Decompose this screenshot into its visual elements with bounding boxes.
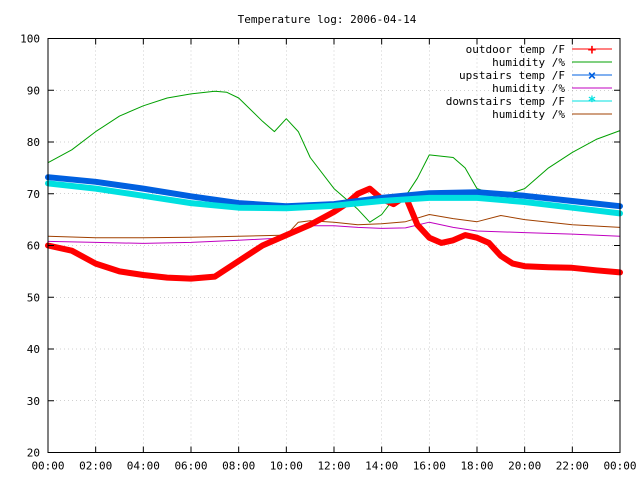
legend: outdoor temp /F +humidity /%upstairs temp…	[446, 42, 612, 121]
series-line-3	[47, 221, 621, 244]
legend-label: downstairs temp /F	[446, 95, 565, 108]
y-tick-label: 100	[20, 33, 40, 46]
legend-label: humidity /%	[492, 82, 565, 95]
x-tick-label: 08:00	[222, 460, 255, 473]
x-tick-label: 16:00	[413, 460, 446, 473]
y-tick-label: 90	[27, 84, 40, 97]
x-tick-label: 04:00	[127, 460, 160, 473]
legend-label: outdoor temp /F	[466, 43, 565, 56]
x-tick-label: 00:00	[603, 460, 636, 473]
legend-marker: ×	[588, 68, 596, 84]
series-line-4	[45, 180, 623, 217]
x-tick-label: 22:00	[556, 460, 589, 473]
series-lines	[45, 90, 623, 282]
y-tick-label: 70	[27, 188, 40, 201]
y-tick-label: 30	[27, 395, 40, 408]
y-tick-label: 80	[27, 136, 40, 149]
x-tick-label: 02:00	[79, 460, 112, 473]
x-tick-label: 00:00	[31, 460, 64, 473]
chart-title: Temperature log: 2006-04-14	[238, 13, 417, 26]
y-tick-label: 60	[27, 240, 40, 253]
grid	[48, 38, 620, 453]
axis-ticks: 20 30 40 50 60 70 80 90 100 00:00 02:00 04:00 06:00 0…	[20, 33, 636, 473]
legend-label: humidity /%	[492, 56, 565, 69]
legend-label: upstairs temp /F	[459, 69, 565, 82]
y-tick-label: 50	[27, 291, 40, 304]
x-tick-label: 06:00	[174, 460, 207, 473]
x-tick-label: 10:00	[270, 460, 303, 473]
series-line-5	[47, 214, 621, 239]
x-tick-label: 18:00	[460, 460, 493, 473]
x-tick-label: 12:00	[317, 460, 350, 473]
y-tick-label: 20	[27, 447, 40, 460]
x-tick-label: 20:00	[508, 460, 541, 473]
x-tick-label: 14:00	[365, 460, 398, 473]
legend-label: humidity /%	[492, 108, 565, 121]
legend-marker: *	[588, 94, 596, 110]
y-tick-label: 40	[27, 343, 40, 356]
legend-marker: +	[588, 42, 596, 58]
